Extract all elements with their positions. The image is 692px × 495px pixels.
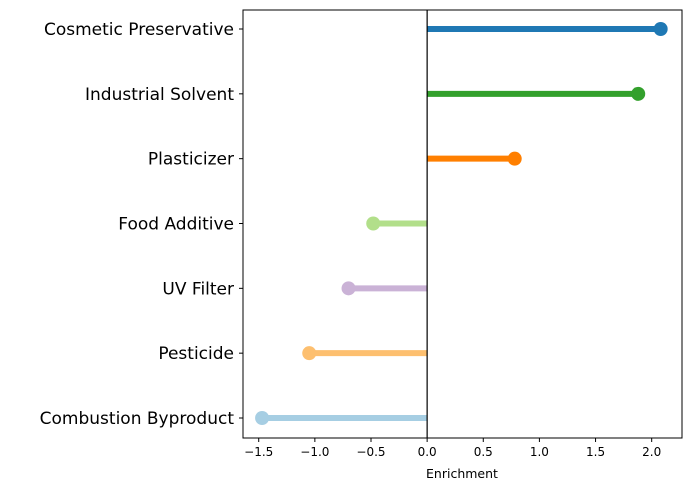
x-tick-label: 2.0 bbox=[642, 445, 661, 459]
lollipop-point bbox=[341, 281, 356, 296]
x-tick-label: 0.5 bbox=[474, 445, 493, 459]
y-tick-label: Plasticizer bbox=[148, 150, 234, 170]
x-axis-label: Enrichment bbox=[426, 466, 498, 481]
lollipop-point bbox=[302, 346, 317, 361]
lollipop-point bbox=[366, 216, 381, 231]
y-tick-label: Cosmetic Preservative bbox=[44, 20, 234, 40]
plot-frame bbox=[242, 9, 683, 439]
lollipop-point bbox=[255, 411, 270, 425]
x-tick-label: 1.5 bbox=[586, 445, 605, 459]
y-tick-label: Industrial Solvent bbox=[85, 85, 234, 105]
y-tick-label: Pesticide bbox=[158, 344, 234, 364]
x-tick-label: −1.0 bbox=[300, 445, 329, 459]
lollipop-point bbox=[631, 86, 646, 101]
y-tick-label: Combustion Byproduct bbox=[40, 409, 235, 429]
x-tick-label: 1.0 bbox=[530, 445, 549, 459]
y-tick-label: Food Additive bbox=[118, 215, 234, 235]
lollipop-point bbox=[507, 151, 522, 166]
lollipop-point bbox=[653, 22, 668, 36]
x-tick-label: −0.5 bbox=[356, 445, 385, 459]
x-tick-label: −1.5 bbox=[244, 445, 273, 459]
y-tick-label: UV Filter bbox=[162, 279, 234, 299]
x-tick-label: 0.0 bbox=[418, 445, 437, 459]
